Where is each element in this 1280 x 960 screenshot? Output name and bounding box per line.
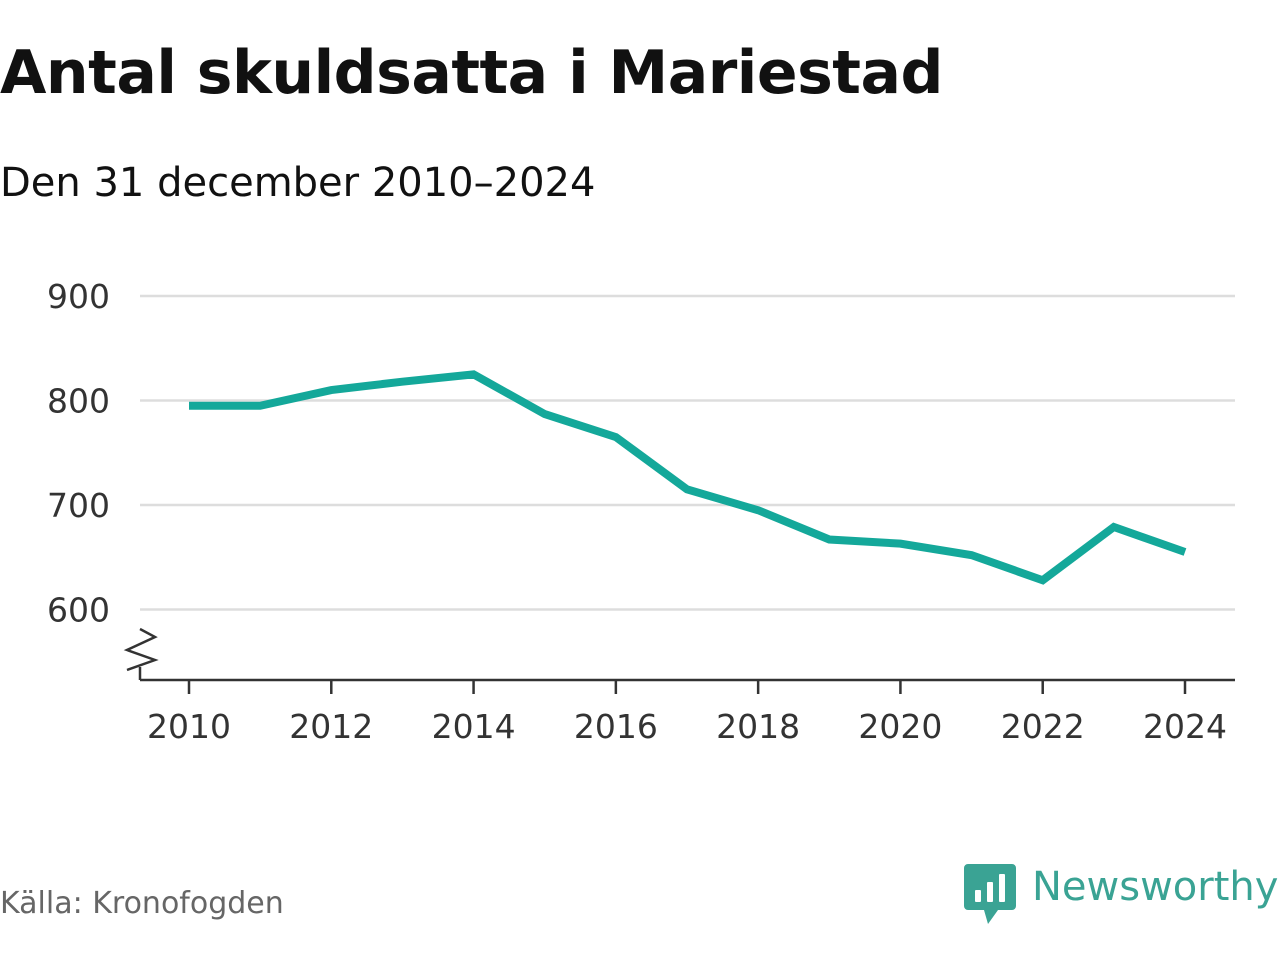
x-tick-label-2012: 2012: [289, 707, 373, 746]
x-tick-label-2020: 2020: [858, 707, 942, 746]
y-tick-label-600: 600: [47, 591, 110, 630]
x-tick-label-2010: 2010: [147, 707, 231, 746]
x-tick-label-2016: 2016: [574, 707, 658, 746]
y-tick-label-700: 700: [47, 486, 110, 525]
y-tick-labels: 600 700 800 900: [47, 277, 110, 630]
x-tick-label-2018: 2018: [716, 707, 800, 746]
y-tick-label-800: 800: [47, 382, 110, 421]
x-tick-label-2024: 2024: [1143, 707, 1227, 746]
series-line-0: [189, 370, 1187, 585]
source-credit: Källa: Kronofogden: [0, 886, 284, 921]
chart-title: Antal skuldsatta i Mariestad: [0, 38, 943, 108]
y-tick-label-900: 900: [47, 277, 110, 316]
x-tick-label-2014: 2014: [432, 707, 516, 746]
brand-mark: Newsworthy: [964, 862, 1278, 928]
x-tick-labels: 2010 2012 2014 2016 2018 2020 2022 2024: [147, 680, 1227, 746]
chart-subtitle: Den 31 december 2010–2024: [0, 160, 596, 206]
x-axis: [123, 627, 1235, 682]
x-tick-label-2022: 2022: [1001, 707, 1085, 746]
axis-break-icon: [123, 627, 159, 672]
series-layer: [189, 370, 1187, 585]
newsworthy-logo-icon: [964, 864, 1016, 924]
grid-lines: [140, 294, 1235, 611]
brand-name: Newsworthy: [1032, 864, 1279, 910]
